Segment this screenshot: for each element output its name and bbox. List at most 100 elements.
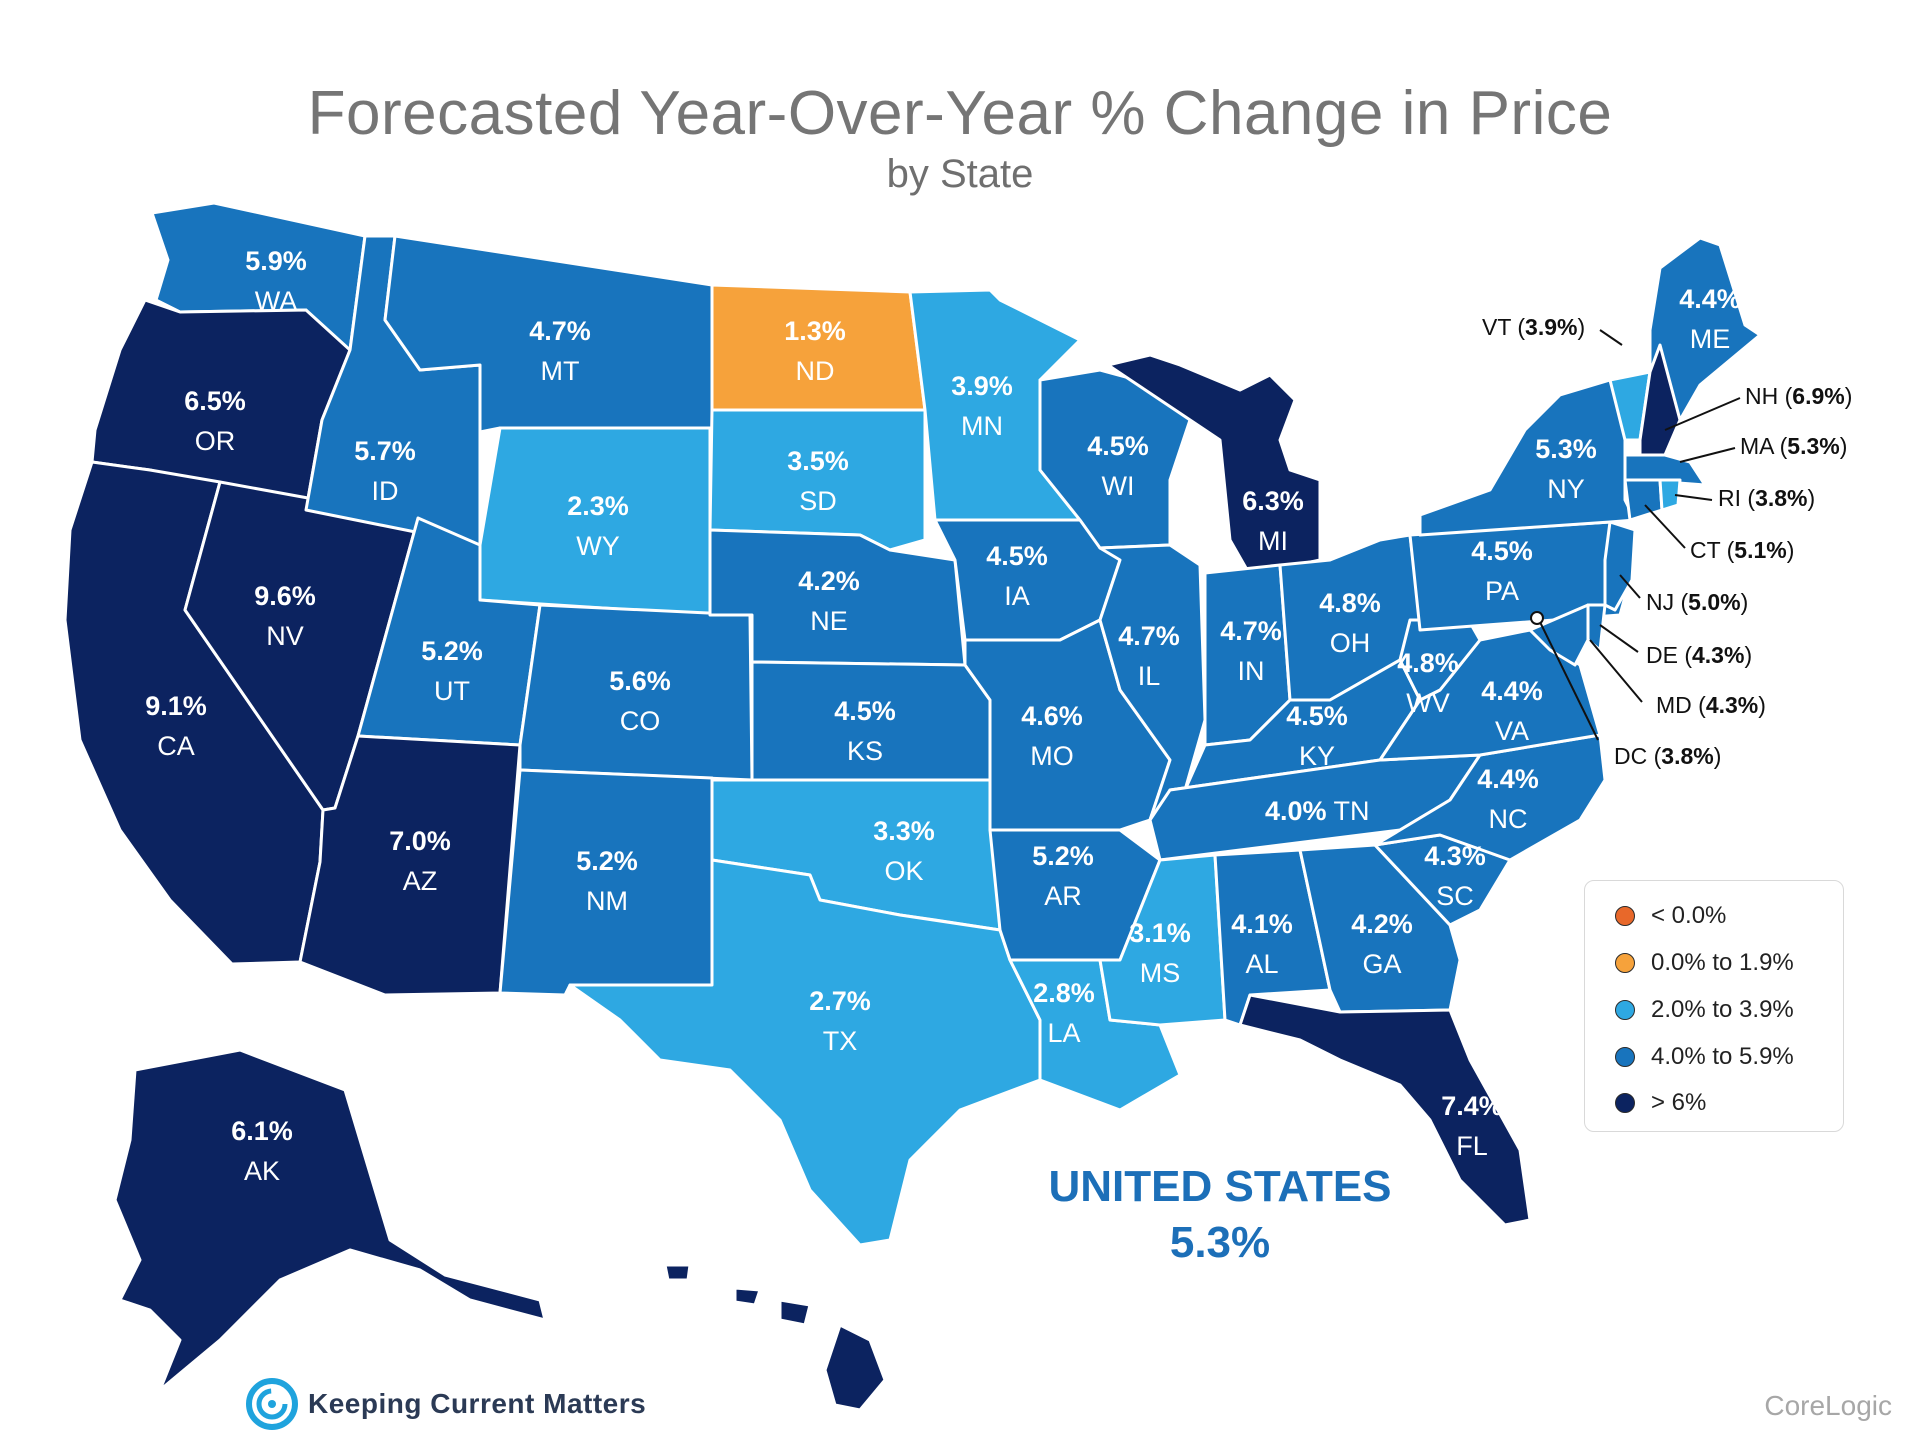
state-abbr-nv: NV: [266, 621, 304, 651]
state-wy: [478, 426, 712, 617]
legend-item-lt0: < 0.0%: [1615, 901, 1726, 931]
state-value-la: 2.8%: [1033, 978, 1095, 1008]
state-label-ne: 4.2% NE: [798, 566, 860, 636]
state-abbr-wi: WI: [1102, 471, 1135, 501]
state-value-ny: 5.3%: [1535, 434, 1597, 464]
map-title: Forecasted Year-Over-Year % Change in Pr…: [307, 79, 1613, 148]
state-label-nc: 4.4% NC: [1477, 764, 1539, 834]
state-label-ca: 9.1% CA: [145, 691, 207, 761]
state-abbr-tx: TX: [823, 1026, 858, 1056]
state-abbr-hi: HI: [742, 1394, 769, 1424]
state-abbr-pa: PA: [1485, 576, 1519, 606]
state-abbr-az: AZ: [403, 866, 438, 896]
callout-nh: NH (6.9%): [1745, 383, 1852, 409]
state-abbr-wv: WV: [1406, 688, 1450, 718]
state-abbr-sc: SC: [1436, 881, 1474, 911]
kcm-logo-icon: [246, 1378, 298, 1430]
state-value-ca: 9.1%: [145, 691, 207, 721]
state-abbr-or: OR: [195, 426, 236, 456]
state-label-nv: 9.6% NV: [254, 581, 316, 651]
callout-de: DE (4.3%): [1646, 642, 1752, 668]
state-value-wy: 2.3%: [567, 491, 629, 521]
state-abbr-nc: NC: [1489, 804, 1528, 834]
state-label-tn-text: 4.0% TN: [1265, 796, 1370, 826]
state-abbr-id: ID: [372, 476, 399, 506]
state-abbr-wa: WA: [255, 286, 298, 316]
state-sd: [708, 408, 927, 552]
state-value-id: 5.7%: [354, 436, 416, 466]
state-value-mo: 4.6%: [1021, 701, 1083, 731]
state-label-fl: 7.4% FL: [1441, 1091, 1503, 1161]
state-label-mt: 4.7% MT: [529, 316, 591, 386]
state-label-ky: 4.5% KY: [1286, 701, 1348, 771]
legend-label: > 6%: [1651, 1089, 1707, 1116]
state-value-ut: 5.2%: [421, 636, 483, 666]
state-label-mn: 3.9% MN: [951, 371, 1013, 441]
legend-label: 4.0% to 5.9%: [1651, 1043, 1794, 1070]
state-label-sd: 3.5% SD: [787, 446, 849, 516]
state-abbr-nm: NM: [586, 886, 628, 916]
state-value-pa: 4.5%: [1471, 536, 1533, 566]
state-value-wi: 4.5%: [1087, 431, 1149, 461]
state-value-al: 4.1%: [1231, 909, 1293, 939]
state-value-mi: 6.3%: [1242, 486, 1304, 516]
state-abbr-ak: AK: [244, 1156, 280, 1186]
state-value-nm: 5.2%: [576, 846, 638, 876]
state-label-ms: 3.1% MS: [1129, 918, 1191, 988]
state-label-ar: 5.2% AR: [1032, 841, 1094, 911]
state-abbr-wy: WY: [576, 531, 620, 561]
state-abbr-ne: NE: [810, 606, 848, 636]
state-abbr-ut: UT: [434, 676, 470, 706]
legend: < 0.0% 0.0% to 1.9% 2.0% to 3.9% 4.0% to…: [1584, 880, 1844, 1132]
state-label-ga: 4.2% GA: [1351, 909, 1413, 979]
state-abbr-ks: KS: [847, 736, 883, 766]
state-label-ok: 3.3% OK: [873, 816, 935, 886]
state-md: [1528, 603, 1590, 667]
state-label-hi: 6.2% HI: [724, 1354, 786, 1424]
state-label-or: 6.5% OR: [184, 386, 246, 456]
state-label-nm: 5.2% NM: [576, 846, 638, 916]
state-label-ia: 4.5% IA: [986, 541, 1048, 611]
state-hi: [663, 1263, 692, 1282]
state-hi: [778, 1298, 812, 1327]
state-abbr-fl: FL: [1456, 1131, 1488, 1161]
state-label-al: 4.1% AL: [1231, 909, 1293, 979]
state-abbr-mn: MN: [961, 411, 1003, 441]
state-value-wv: 4.8%: [1397, 648, 1459, 678]
state-nj: [1603, 520, 1637, 612]
state-value-sd: 3.5%: [787, 446, 849, 476]
legend-item-2-39: 2.0% to 3.9%: [1615, 995, 1794, 1025]
state-abbr-sd: SD: [799, 486, 837, 516]
state-label-az: 7.0% AZ: [389, 826, 451, 896]
state-label-mo: 4.6% MO: [1021, 701, 1083, 771]
state-value-ia: 4.5%: [986, 541, 1048, 571]
state-label-ks: 4.5% KS: [834, 696, 896, 766]
state-value-ms: 3.1%: [1129, 918, 1191, 948]
callout-md: MD (4.3%): [1656, 692, 1766, 718]
callout-ma: MA (5.3%): [1740, 433, 1847, 459]
callout-ct: CT (5.1%): [1690, 537, 1794, 563]
state-abbr-in: IN: [1238, 656, 1265, 686]
state-label-me: 4.4% ME: [1679, 284, 1741, 354]
state-abbr-oh: OH: [1330, 628, 1371, 658]
map-subtitle: by State: [886, 152, 1034, 196]
state-nc: [1373, 733, 1607, 862]
state-nm: [498, 768, 714, 997]
legend-swatch: [1615, 1047, 1635, 1067]
state-abbr-me: ME: [1690, 324, 1731, 354]
callout-vt: VT (3.9%): [1482, 314, 1585, 340]
state-ct: [1623, 478, 1664, 522]
state-label-oh: 4.8% OH: [1319, 588, 1381, 658]
state-value-co: 5.6%: [609, 666, 671, 696]
state-abbr-mi: MI: [1258, 526, 1288, 556]
state-value-ga: 4.2%: [1351, 909, 1413, 939]
state-fl: [1238, 993, 1532, 1227]
state-abbr-co: CO: [620, 706, 661, 736]
state-abbr-la: LA: [1047, 1018, 1080, 1048]
state-label-id: 5.7% ID: [354, 436, 416, 506]
legend-item-4-59: 4.0% to 5.9%: [1615, 1042, 1794, 1072]
callout-ri: RI (3.8%): [1718, 485, 1815, 511]
state-abbr-il: IL: [1138, 661, 1161, 691]
state-value-ks: 4.5%: [834, 696, 896, 726]
state-abbr-ia: IA: [1004, 581, 1030, 611]
